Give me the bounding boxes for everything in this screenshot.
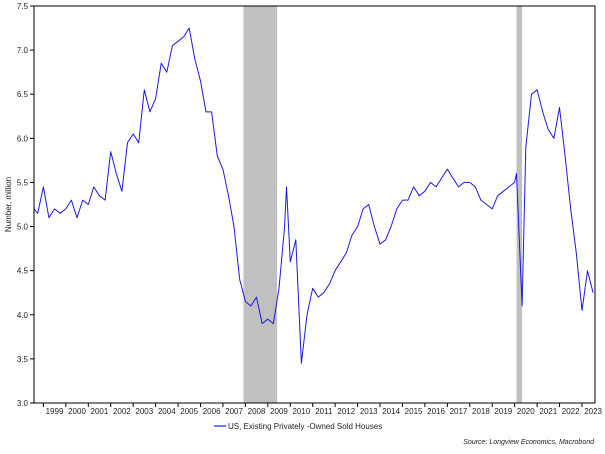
x-tick-label: 2021 <box>539 407 557 416</box>
plot-frame <box>33 5 596 404</box>
y-tick-label: 5.0 <box>17 223 29 232</box>
y-tick-label: 4.0 <box>17 311 29 320</box>
x-tick-label: 2017 <box>450 407 468 416</box>
series-line-0 <box>33 27 594 364</box>
x-tick-label: 2002 <box>113 407 131 416</box>
recession-bands <box>243 6 523 403</box>
series-layer <box>33 27 594 364</box>
x-axis-ticks: 1999 2000 2001 2002 2003 2004 2005 2006 2007 2008… <box>42 403 603 416</box>
legend: US, Existing Privately -Owned Sold House… <box>214 422 382 431</box>
x-tick-label: 2000 <box>68 407 86 416</box>
y-axis-ticks: 3.0 3.5 4.0 4.5 5.0 5.5 6.0 6.5 7.0 7.5 <box>17 2 34 408</box>
y-tick-label: 3.0 <box>17 399 29 408</box>
x-tick-label: 2023 <box>584 407 602 416</box>
x-tick-label: 2014 <box>382 407 400 416</box>
x-tick-label: 2005 <box>180 407 198 416</box>
y-axis-label: Number, million <box>4 177 13 232</box>
x-tick-label: 2008 <box>248 407 266 416</box>
source-note: Source: Longview Economics, Macrobond <box>463 439 595 446</box>
x-tick-label: 2015 <box>405 407 423 416</box>
x-tick-label: 1999 <box>46 407 64 416</box>
legend-label: US, Existing Privately -Owned Sold House… <box>228 422 382 431</box>
recession-band-1 <box>516 6 523 403</box>
x-tick-label: 2007 <box>225 407 243 416</box>
x-tick-label: 2016 <box>427 407 445 416</box>
y-tick-label: 6.5 <box>17 90 29 99</box>
x-tick-label: 2009 <box>270 407 288 416</box>
x-tick-label: 2012 <box>337 407 355 416</box>
y-tick-label: 7.0 <box>17 46 29 55</box>
y-tick-label: 6.0 <box>17 134 29 143</box>
x-tick-label: 2018 <box>472 407 490 416</box>
recession-band-0 <box>243 6 278 403</box>
x-tick-label: 2011 <box>315 407 333 416</box>
x-tick-label: 2022 <box>562 407 580 416</box>
x-tick-label: 2010 <box>292 407 310 416</box>
x-tick-label: 2004 <box>158 407 176 416</box>
x-tick-label: 2003 <box>135 407 153 416</box>
y-tick-label: 7.5 <box>17 2 29 11</box>
y-tick-label: 4.5 <box>17 267 29 276</box>
x-tick-label: 2019 <box>494 407 512 416</box>
x-tick-label: 2013 <box>360 407 378 416</box>
x-tick-label: 2006 <box>203 407 221 416</box>
y-tick-label: 5.5 <box>17 178 29 187</box>
x-tick-label: 2020 <box>517 407 535 416</box>
y-tick-label: 3.5 <box>17 355 29 364</box>
x-tick-label: 2001 <box>91 407 109 416</box>
